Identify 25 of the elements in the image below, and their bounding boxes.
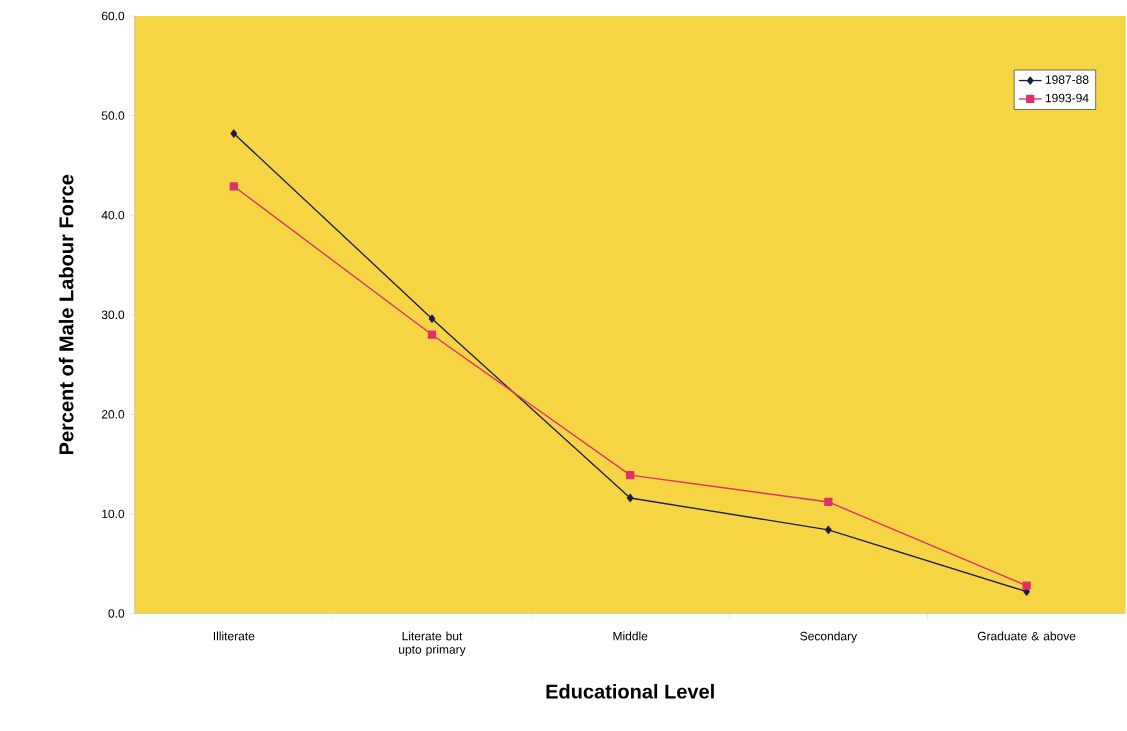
x-tick-label: Graduate & above (977, 631, 1076, 641)
legend-label: 1987-88 (1045, 75, 1089, 84)
y-tick-label: 30.0 (101, 310, 125, 320)
legend-label: 1993-94 (1045, 93, 1089, 103)
point (1022, 581, 1031, 590)
y-axis-title: Percent of Male Labour Force (58, 174, 74, 455)
x-tick-label: Illiterate (213, 631, 255, 641)
y-tick-label: 60.0 (101, 11, 125, 21)
point (626, 493, 634, 503)
point (427, 330, 437, 339)
y-tick-label: 10.0 (102, 509, 125, 519)
point (428, 314, 436, 323)
y-tick-label: 20.0 (101, 410, 125, 419)
point (229, 182, 238, 191)
x-tick-label: Middle (613, 631, 648, 641)
x-axis-title: Educational Level (546, 683, 714, 699)
x-tick-label: Literate but upto primary (399, 631, 466, 657)
y-tick-label: 50.0 (101, 111, 125, 120)
y-tick-label: 40.0 (101, 210, 125, 220)
y-tick-label: 0.0 (108, 609, 125, 618)
point (825, 525, 832, 535)
point (824, 497, 833, 507)
point (626, 471, 635, 480)
point (230, 129, 238, 138)
x-tick-label: Secondary (800, 631, 858, 643)
